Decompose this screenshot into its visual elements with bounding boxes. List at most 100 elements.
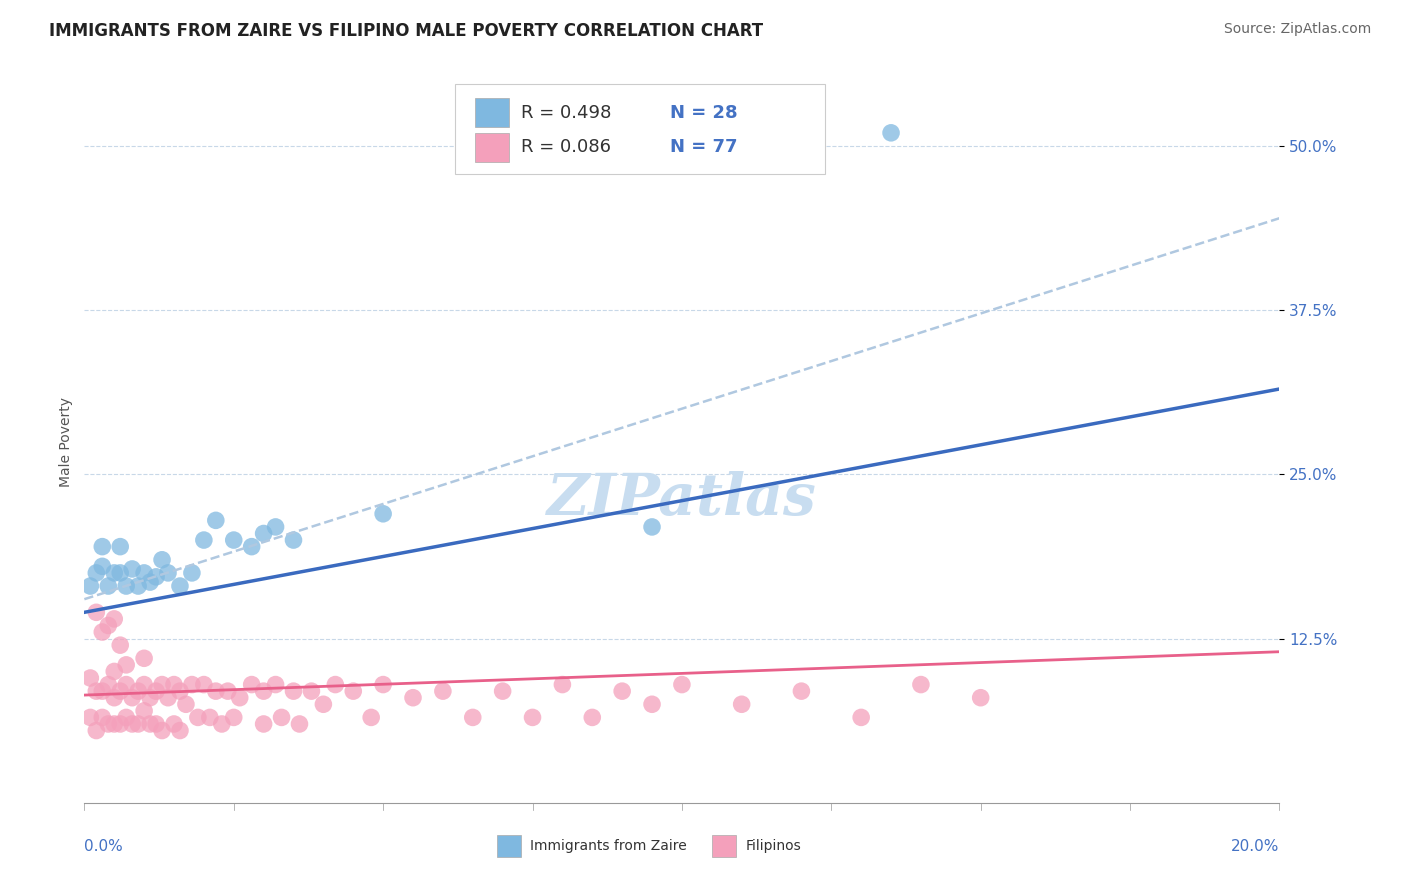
Point xyxy=(115,579,138,593)
Text: Source: ZipAtlas.com: Source: ZipAtlas.com xyxy=(1223,22,1371,37)
Point xyxy=(86,605,108,619)
Point xyxy=(115,677,138,691)
Point xyxy=(79,671,101,685)
Point xyxy=(217,684,239,698)
Point xyxy=(132,566,156,580)
Point xyxy=(103,717,125,731)
Point xyxy=(91,625,114,640)
Point xyxy=(325,677,347,691)
Point xyxy=(145,684,167,698)
Point xyxy=(150,553,173,567)
Point xyxy=(86,684,108,698)
Point xyxy=(169,723,191,738)
Point xyxy=(671,677,693,691)
Point xyxy=(97,579,120,593)
Text: N = 28: N = 28 xyxy=(671,103,738,122)
Point xyxy=(174,698,197,712)
Point xyxy=(110,638,132,652)
Text: R = 0.498: R = 0.498 xyxy=(520,103,612,122)
Point xyxy=(163,717,186,731)
Point xyxy=(181,677,204,691)
Point xyxy=(193,677,215,691)
Point xyxy=(253,717,276,731)
Point xyxy=(342,684,364,698)
Point xyxy=(139,690,162,705)
Point xyxy=(91,559,114,574)
Point xyxy=(145,570,167,584)
Point xyxy=(641,698,664,712)
Point xyxy=(79,579,101,593)
Point xyxy=(115,657,138,672)
Point xyxy=(970,690,993,705)
Point xyxy=(373,507,395,521)
Point xyxy=(211,717,233,731)
Point xyxy=(103,566,125,580)
Point xyxy=(91,684,114,698)
Point xyxy=(288,717,311,731)
Point xyxy=(132,677,156,691)
Point xyxy=(157,566,180,580)
FancyBboxPatch shape xyxy=(711,835,735,857)
Text: 0.0%: 0.0% xyxy=(84,838,124,854)
Point xyxy=(187,710,209,724)
Point xyxy=(790,684,813,698)
Text: R = 0.086: R = 0.086 xyxy=(520,138,610,156)
Point xyxy=(132,704,156,718)
Point xyxy=(169,579,191,593)
Point xyxy=(432,684,454,698)
Point xyxy=(222,533,245,547)
Point xyxy=(181,566,204,580)
Point xyxy=(581,710,603,724)
Point xyxy=(150,677,173,691)
Point xyxy=(492,684,515,698)
Point xyxy=(139,575,162,590)
FancyBboxPatch shape xyxy=(456,84,825,174)
Point xyxy=(641,520,664,534)
Point xyxy=(402,690,425,705)
Point xyxy=(851,710,873,724)
Point xyxy=(205,684,228,698)
FancyBboxPatch shape xyxy=(475,98,509,128)
Point xyxy=(253,526,276,541)
FancyBboxPatch shape xyxy=(475,133,509,162)
Point xyxy=(86,566,108,580)
Point xyxy=(97,717,120,731)
Text: Immigrants from Zaire: Immigrants from Zaire xyxy=(530,839,688,853)
Point xyxy=(157,690,180,705)
Point xyxy=(264,677,287,691)
Point xyxy=(103,612,125,626)
Point xyxy=(110,717,132,731)
Point xyxy=(115,710,138,724)
Point xyxy=(91,540,114,554)
Text: N = 77: N = 77 xyxy=(671,138,738,156)
Point xyxy=(127,684,149,698)
Point xyxy=(312,698,335,712)
Point xyxy=(121,562,143,576)
Point xyxy=(150,723,173,738)
Point xyxy=(283,533,305,547)
Point xyxy=(145,717,167,731)
Point xyxy=(373,677,395,691)
Point xyxy=(127,579,149,593)
Point xyxy=(253,684,276,698)
Point xyxy=(103,690,125,705)
Point xyxy=(264,520,287,534)
Point xyxy=(132,651,156,665)
Point xyxy=(612,684,634,698)
Point xyxy=(228,690,252,705)
Point xyxy=(461,710,484,724)
Point xyxy=(103,665,125,679)
Text: 20.0%: 20.0% xyxy=(1232,838,1279,854)
FancyBboxPatch shape xyxy=(496,835,520,857)
Point xyxy=(139,717,162,731)
Point xyxy=(127,717,149,731)
Point xyxy=(110,566,132,580)
Point xyxy=(86,723,108,738)
Point xyxy=(121,690,143,705)
Point xyxy=(169,684,191,698)
Point xyxy=(880,126,903,140)
Point xyxy=(163,677,186,691)
Point xyxy=(205,513,228,527)
Point xyxy=(360,710,382,724)
Point xyxy=(283,684,305,698)
